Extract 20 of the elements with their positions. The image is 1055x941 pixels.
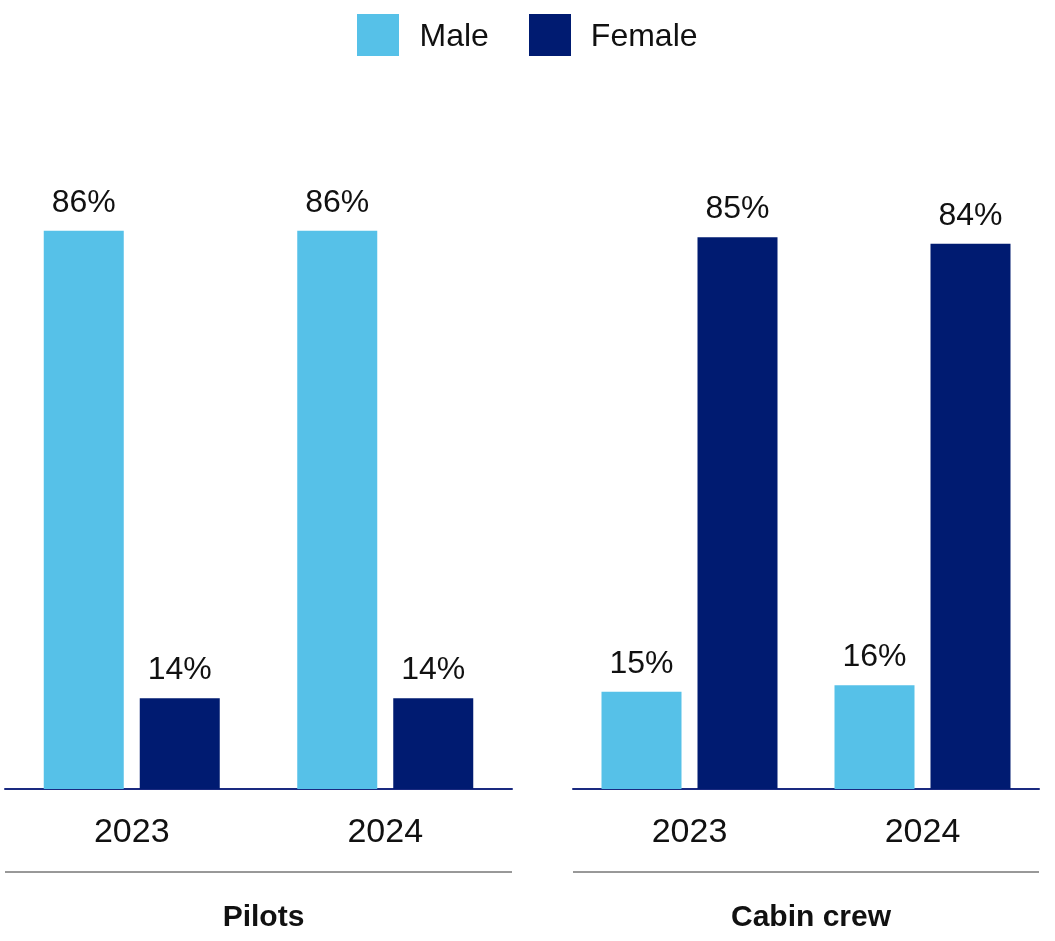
bar bbox=[697, 237, 778, 789]
data-label: 85% bbox=[705, 189, 770, 226]
text: Pilots bbox=[222, 898, 305, 932]
bar bbox=[930, 243, 1011, 789]
data-label: 86% bbox=[51, 182, 116, 219]
legend-label: Female bbox=[590, 16, 698, 54]
data-label: 86% bbox=[305, 182, 370, 219]
bar bbox=[834, 685, 915, 789]
data-label: 16% bbox=[842, 637, 907, 674]
x-tick-label: 2024 bbox=[884, 811, 961, 849]
data-label: 84% bbox=[938, 195, 1003, 232]
x-tick-label: 2024 bbox=[347, 811, 424, 849]
bar bbox=[601, 691, 682, 789]
legend-label: Male bbox=[419, 16, 489, 54]
data-label: 15% bbox=[609, 643, 674, 680]
text: Cabin crew bbox=[730, 898, 892, 932]
data-label: 14% bbox=[401, 650, 466, 687]
x-tick-label: 2023 bbox=[93, 811, 170, 849]
data-label: 14% bbox=[147, 650, 212, 687]
x-tick-label: 2023 bbox=[651, 811, 728, 849]
